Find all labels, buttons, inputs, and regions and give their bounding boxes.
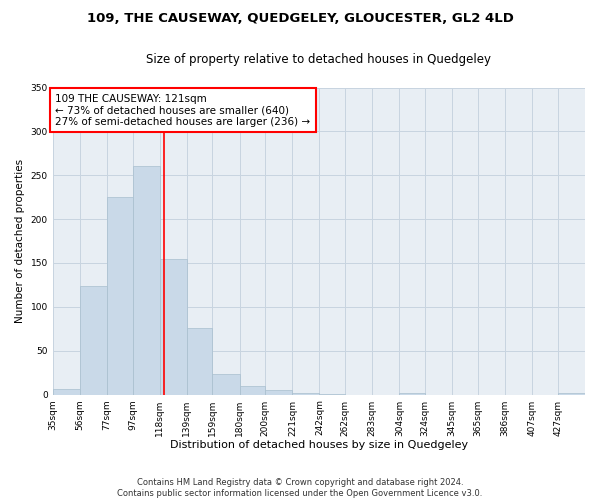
Bar [400, 393, 425, 394]
Text: 109, THE CAUSEWAY, QUEDGELEY, GLOUCESTER, GL2 4LD: 109, THE CAUSEWAY, QUEDGELEY, GLOUCESTER… [86, 12, 514, 26]
Y-axis label: Number of detached properties: Number of detached properties [15, 159, 25, 323]
Bar [265, 390, 292, 394]
Bar [160, 258, 187, 394]
Bar [558, 393, 585, 394]
Text: Contains HM Land Registry data © Crown copyright and database right 2024.
Contai: Contains HM Land Registry data © Crown c… [118, 478, 482, 498]
Bar [239, 386, 265, 394]
Bar [133, 166, 160, 394]
Bar [53, 390, 80, 394]
X-axis label: Distribution of detached houses by size in Quedgeley: Distribution of detached houses by size … [170, 440, 468, 450]
Title: Size of property relative to detached houses in Quedgeley: Size of property relative to detached ho… [146, 52, 491, 66]
Text: 109 THE CAUSEWAY: 121sqm
← 73% of detached houses are smaller (640)
27% of semi-: 109 THE CAUSEWAY: 121sqm ← 73% of detach… [55, 94, 310, 127]
Bar [212, 374, 239, 394]
Bar [292, 393, 319, 394]
Bar [187, 328, 212, 394]
Bar [107, 197, 133, 394]
Bar [80, 286, 107, 395]
